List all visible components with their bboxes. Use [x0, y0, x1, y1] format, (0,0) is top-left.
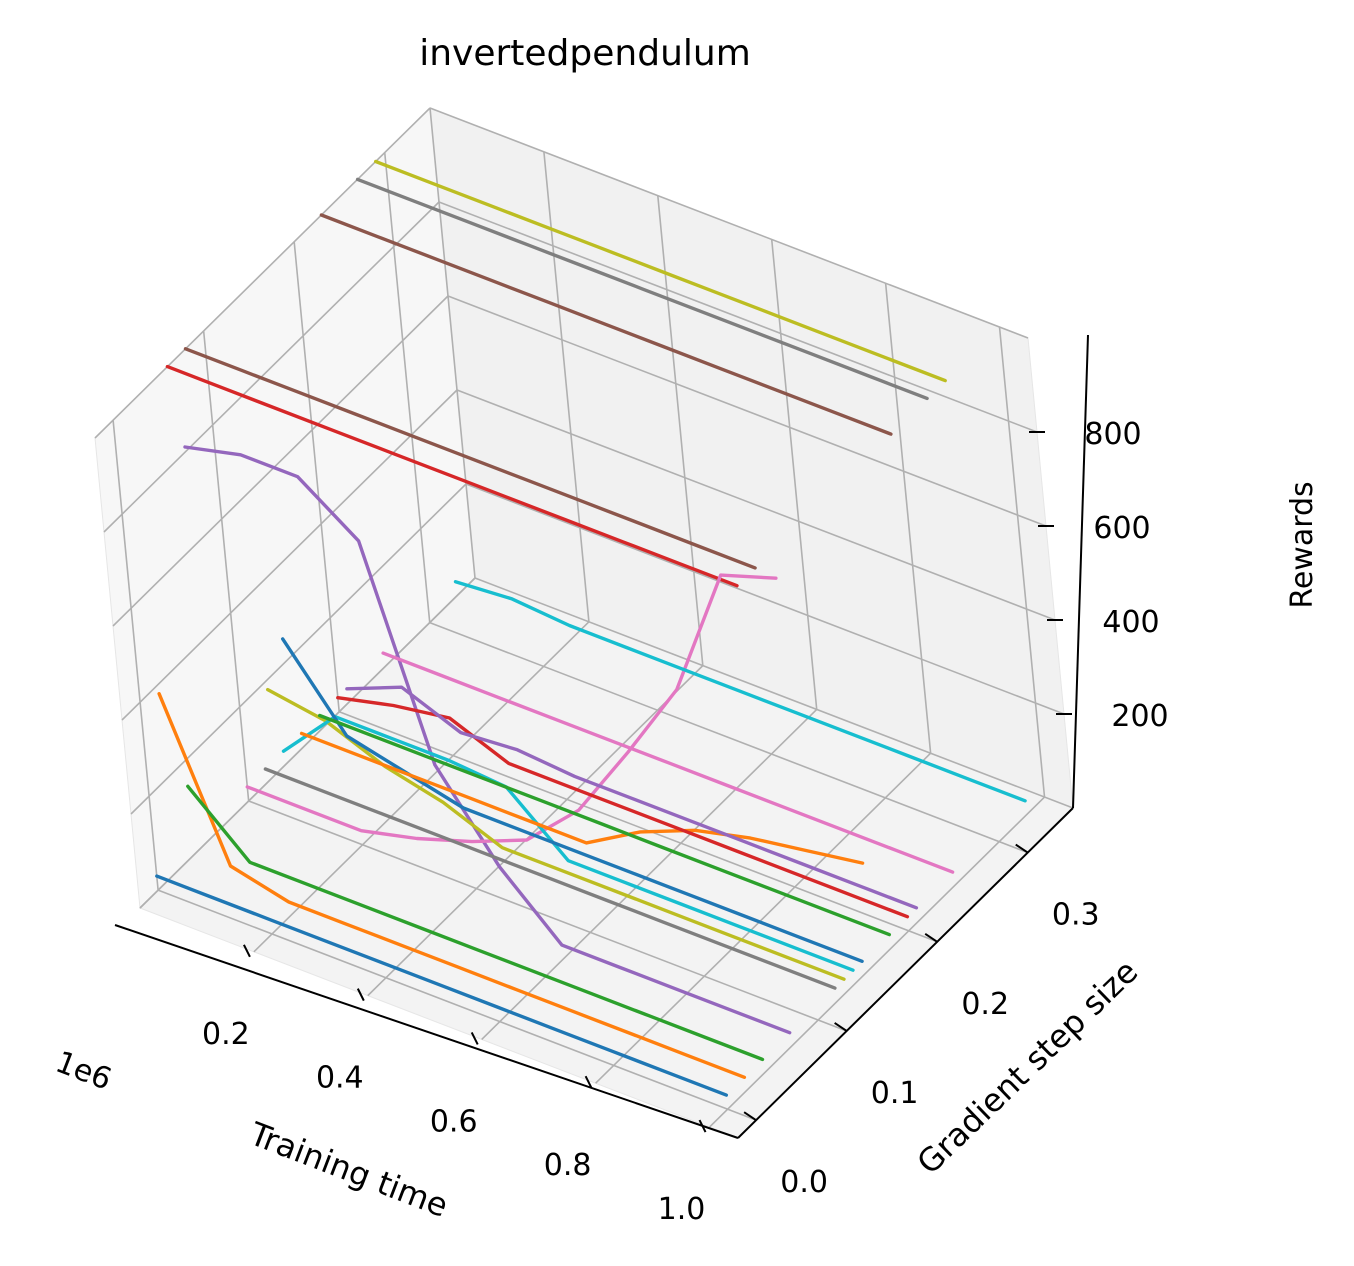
series-line-6: [183, 347, 757, 570]
x-tick-label: 0.8: [544, 1148, 592, 1183]
z-axis-label: Rewards: [1285, 481, 1320, 608]
z-grid-left: [139, 577, 476, 909]
y-grid-left: [293, 241, 340, 712]
series-line-8: [263, 767, 837, 990]
z-tick-label: 600: [1093, 511, 1150, 546]
x-grid-floor: [708, 796, 1046, 1128]
z-grid-left: [94, 107, 431, 439]
y-grid-floor: [429, 621, 1029, 854]
series-line-13: [318, 713, 891, 937]
series-line-3: [186, 784, 765, 1062]
x-grid-back: [998, 326, 1046, 798]
z-tick-label: 800: [1084, 417, 1141, 452]
z-grid-back: [438, 201, 1038, 433]
series-line-7: [245, 573, 778, 844]
y-grid-left: [383, 152, 431, 623]
axis-panes: [94, 106, 1074, 1139]
x-tick-label: 1.0: [658, 1192, 706, 1227]
z-grid-back: [429, 107, 1029, 339]
y-tick: [834, 1022, 848, 1032]
y-axis-line: [737, 807, 1074, 1139]
series-lines: [155, 159, 1027, 1097]
series-line-5: [183, 445, 792, 1035]
z-grid-back: [465, 483, 1065, 715]
series-line-20: [453, 580, 1027, 803]
y-tick: [924, 932, 938, 943]
y-tick-label: 0.1: [871, 1076, 919, 1111]
x-axis-label: Training time: [244, 1114, 453, 1225]
z-tick-label: 200: [1111, 699, 1168, 734]
y-tick: [743, 1111, 757, 1121]
z-axis-line: [1072, 334, 1089, 809]
axis-lines: [114, 334, 1089, 1139]
series-line-16: [319, 213, 893, 436]
x-tick-label: 0.4: [316, 1061, 364, 1096]
z-grid-left: [121, 389, 458, 721]
z-tick-label: 400: [1102, 605, 1159, 640]
y-grid-floor: [157, 889, 757, 1121]
z-grid-back: [474, 577, 1074, 809]
x-axis-line: [114, 924, 739, 1139]
x-grid-floor: [595, 752, 932, 1084]
y-axis-label: Gradient step size: [910, 952, 1146, 1181]
x-tick: [584, 1075, 593, 1089]
x-tick: [243, 944, 251, 958]
tick-labels: 0.2 0.4 0.6 0.8 1.0 0.0 0.1 0.2 0.3 200 400 600 800: [202, 417, 1169, 1227]
series-line-19: [374, 159, 947, 383]
x-tick: [698, 1119, 707, 1133]
series-line-15: [345, 685, 919, 910]
y-grid-left: [202, 330, 250, 802]
x-tick: [356, 988, 365, 1002]
y-grid-left: [112, 420, 159, 891]
y-grid-floor: [248, 800, 847, 1032]
z-grid-back: [447, 295, 1047, 527]
chart-title: invertedpendulum: [419, 33, 751, 74]
series-line-10: [281, 715, 855, 972]
series-line-14: [336, 696, 910, 919]
x-grid-floor: [253, 621, 590, 953]
y-tick-label: 0.0: [780, 1165, 828, 1200]
x-offset-label: 1e6: [51, 1045, 116, 1098]
z-grid-back: [456, 389, 1056, 621]
series-line-12: [299, 731, 865, 865]
x-grid-floor: [367, 665, 704, 997]
series-line-18: [355, 177, 929, 401]
x-grid-floor: [481, 708, 818, 1040]
series-line-11: [281, 637, 864, 963]
series-line-2: [157, 692, 747, 1080]
x-tick: [470, 1031, 479, 1045]
series-line-4: [165, 364, 739, 588]
x-tick-label: 0.2: [202, 1017, 250, 1052]
y-tick: [1015, 843, 1029, 854]
y-grid-floor: [338, 711, 938, 943]
z-grid-left: [112, 295, 449, 627]
z-grid-left: [103, 201, 440, 533]
series-line-1: [155, 874, 728, 1097]
y-tick-label: 0.3: [1052, 898, 1100, 933]
series-line-17: [381, 651, 955, 874]
series-line-9: [266, 687, 846, 981]
y-tick-label: 0.2: [961, 987, 1009, 1022]
x-tick-label: 0.6: [430, 1104, 478, 1139]
